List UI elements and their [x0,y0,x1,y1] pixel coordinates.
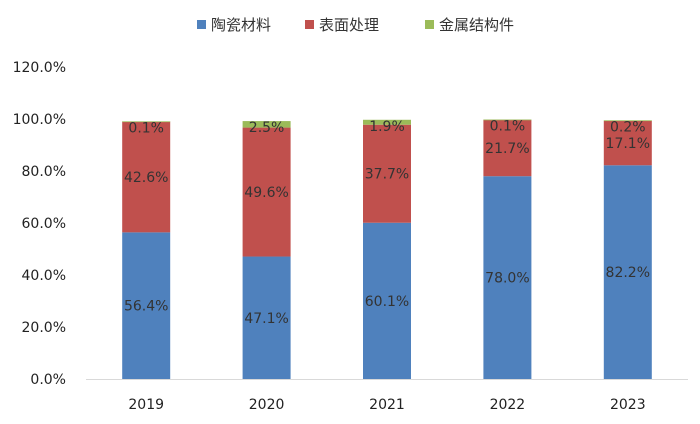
y-tick-label: 100.0% [13,112,66,128]
x-tick-label: 2020 [249,397,285,413]
bar-segment [483,119,532,121]
data-label: 56.4% [124,299,168,315]
data-label: 49.6% [244,185,288,201]
bar-segment [242,127,291,257]
data-label: 0.2% [610,119,646,135]
bar-segment [483,119,532,177]
data-label: 37.7% [365,167,409,183]
y-tick-label: 40.0% [22,268,66,284]
y-tick-label: 60.0% [22,216,66,232]
legend: 陶瓷材料 表面处理 金属结构件 [197,16,514,34]
data-label: 82.2% [606,265,650,281]
bar-segment [363,222,411,379]
legend-swatch [197,20,206,29]
data-label: 2.5% [249,120,285,136]
y-tick-label: 120.0% [13,60,66,76]
y-tick-label: 20.0% [22,320,66,336]
x-axis: 2019 2020 2021 2022 2023 [86,379,688,413]
data-label: 0.1% [490,119,526,135]
x-tick-label: 2021 [369,397,405,413]
bar-segment [242,121,291,128]
y-axis: 0.0% 20.0% 40.0% 60.0% 80.0% 100.0% 120.0% [13,60,66,388]
y-tick-label: 80.0% [22,164,66,180]
legend-label: 表面处理 [319,16,379,34]
data-label: 1.9% [369,119,405,135]
data-label: 78.0% [485,271,529,287]
bar-segment [363,124,411,223]
data-label: 47.1% [244,311,288,327]
data-label: 0.1% [128,120,164,136]
bar-segment [603,120,652,122]
x-tick-label: 2023 [610,397,646,413]
bar-segment [483,176,532,379]
bar-segment [122,121,171,123]
data-label: 60.1% [365,294,409,310]
bar-segment [122,121,171,233]
x-tick-label: 2022 [490,397,526,413]
bar-segment [603,120,652,166]
data-label: 17.1% [606,136,650,152]
data-label: 21.7% [485,141,529,157]
bar-segment [242,256,291,379]
bar-segment [122,232,171,379]
legend-swatch [305,20,314,29]
legend-swatch [425,20,434,29]
legend-label: 金属结构件 [439,16,514,34]
data-label: 42.6% [124,170,168,186]
bar-segment [363,119,411,125]
legend-label: 陶瓷材料 [211,16,271,34]
y-tick-label: 0.0% [30,372,66,388]
x-tick-label: 2019 [128,397,164,413]
bars: 56.4% 42.6% 0.1% 47.1% 49.6% 2.5% 60.1% 37.7% 1.… [122,119,652,379]
bar-segment [603,165,652,379]
